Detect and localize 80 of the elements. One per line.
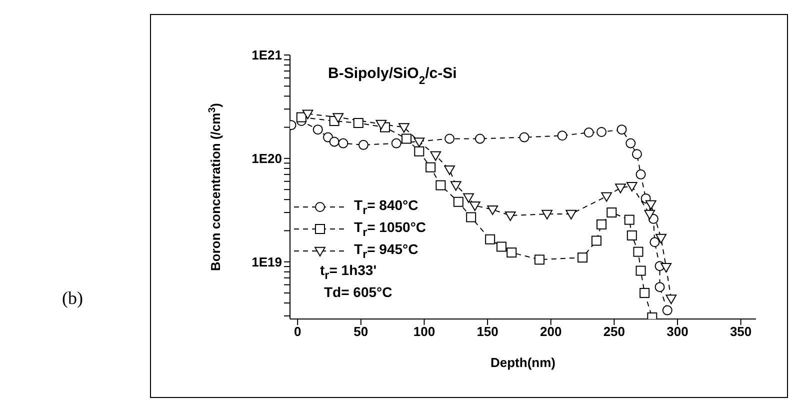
point [644, 210, 656, 220]
point [601, 192, 612, 202]
point [616, 124, 627, 135]
legend-label: T$_{r}$= 1050°C [354, 219, 426, 239]
point [485, 234, 496, 244]
point [469, 201, 480, 212]
point [312, 124, 323, 135]
point [466, 212, 476, 222]
point [591, 236, 602, 246]
point [596, 219, 607, 230]
point [660, 262, 672, 273]
point [596, 127, 607, 138]
point [633, 246, 644, 257]
point [557, 130, 568, 141]
annotation: Td= 605°C [323, 284, 394, 302]
point [430, 151, 442, 161]
point [578, 252, 588, 263]
x-tick-label: 100 [413, 324, 436, 340]
point [353, 118, 364, 128]
point [584, 128, 594, 138]
x-tick-label: 0 [294, 324, 302, 340]
x-tick-label: 150 [476, 324, 498, 340]
point [656, 234, 666, 244]
point [414, 138, 425, 148]
point [542, 210, 553, 220]
point [626, 230, 637, 240]
text: B-Sipoly/SiO$_{2}$/c-Si [328, 65, 457, 87]
point [414, 146, 424, 156]
point [376, 120, 387, 130]
point [358, 140, 368, 150]
point [453, 196, 464, 207]
point [338, 138, 348, 148]
legend-label: T$_{r}$= 840°C [354, 197, 418, 217]
point [332, 113, 344, 123]
point [463, 193, 474, 203]
x-tick-label: 350 [730, 324, 752, 340]
point [302, 110, 314, 120]
legend-label: T$_{r}$= 945°C [354, 241, 418, 261]
annotation: t$_{r}$= 1h33' [319, 262, 378, 284]
point [534, 254, 544, 265]
point [654, 282, 665, 292]
point [496, 242, 506, 252]
point [624, 214, 634, 225]
x-tick-label: 50 [354, 324, 368, 340]
point [615, 184, 626, 194]
point [450, 181, 462, 191]
point [640, 288, 650, 298]
point [645, 200, 656, 210]
point [444, 165, 456, 176]
point [662, 305, 672, 316]
point [426, 162, 436, 172]
point [636, 169, 646, 180]
point [474, 134, 485, 144]
x-tick-label: 250 [603, 324, 626, 340]
point [329, 136, 340, 147]
point [650, 237, 660, 248]
point [506, 248, 517, 258]
x-axis-title: Depth(nm) [490, 355, 556, 370]
text: (b) [62, 288, 83, 309]
y-tick-label: 1E19 [252, 254, 282, 270]
point [444, 134, 455, 144]
point [402, 134, 412, 144]
point [296, 112, 306, 122]
point [504, 211, 516, 222]
point [566, 210, 577, 220]
point [606, 207, 617, 218]
point [666, 294, 677, 304]
y-tick-label: 1E21 [252, 48, 282, 63]
point [519, 132, 530, 142]
point [487, 205, 498, 216]
x-tick-label: 200 [540, 324, 562, 340]
point [636, 266, 646, 276]
point [391, 138, 402, 148]
y-tick-label: 1E20 [252, 151, 282, 166]
point [632, 149, 642, 160]
point [436, 180, 446, 190]
point [398, 123, 410, 133]
point [626, 138, 636, 148]
point [626, 182, 638, 192]
x-tick-label: 300 [666, 324, 688, 340]
